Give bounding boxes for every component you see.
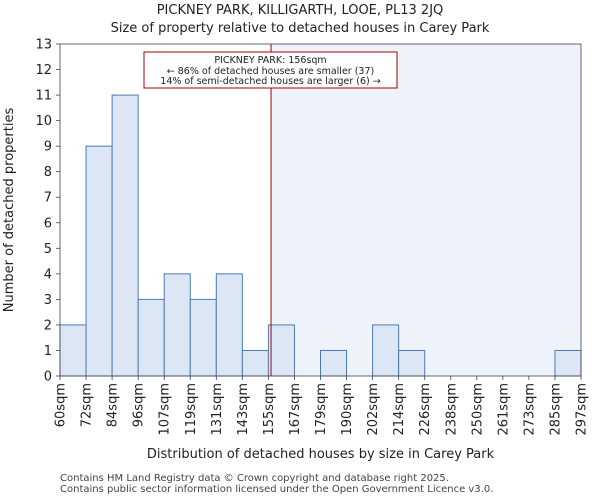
- y-tick-label: 2: [44, 318, 52, 333]
- x-tick-label: 190sqm: [340, 383, 355, 436]
- x-tick-label: 179sqm: [314, 383, 329, 436]
- annotation-line3: 14% of semi-detached houses are larger (…: [160, 76, 380, 87]
- y-tick-label: 4: [44, 267, 52, 282]
- x-tick-label: 297sqm: [575, 383, 590, 436]
- x-tick-label: 72sqm: [80, 383, 95, 427]
- larger-region-shading: [271, 44, 581, 376]
- x-tick-label: 167sqm: [288, 383, 303, 436]
- x-tick-label: 238sqm: [444, 383, 459, 436]
- x-tick-label: 250sqm: [470, 383, 485, 436]
- y-tick-label: 3: [44, 293, 52, 308]
- histogram-bar: [241, 349, 269, 377]
- annotation-border: [143, 51, 398, 89]
- histogram-bar: [85, 145, 113, 377]
- x-tick-label: 119sqm: [184, 383, 199, 436]
- histogram-bar: [267, 324, 295, 377]
- annotation-line1: PICKNEY PARK: 156sqm: [214, 55, 326, 66]
- y-tick-label: 8: [44, 165, 52, 180]
- y-tick-label: 0: [44, 370, 52, 385]
- y-tick-label: 1: [44, 344, 52, 359]
- x-tick-label: 143sqm: [236, 383, 251, 436]
- histogram-bar: [372, 324, 400, 377]
- annotation-line2: ← 86% of detached houses are smaller (37…: [167, 66, 374, 77]
- chart-title-line1: PICKNEY PARK, KILLIGARTH, LOOE, PL13 2JQ: [156, 3, 444, 18]
- x-tick-label: 60sqm: [54, 383, 69, 427]
- x-tick-label: 214sqm: [392, 383, 407, 436]
- histogram-bar: [111, 94, 139, 377]
- x-tick-label: 273sqm: [522, 383, 537, 436]
- histogram-bar: [137, 298, 165, 377]
- x-tick-label: 226sqm: [418, 383, 433, 436]
- footer-licence: Contains public sector information licen…: [60, 484, 494, 495]
- y-tick-label: 13: [35, 38, 52, 53]
- x-tick-label: 96sqm: [132, 383, 147, 427]
- x-tick-label: 107sqm: [158, 383, 173, 436]
- x-axis-label: Distribution of detached houses by size …: [147, 447, 495, 462]
- x-tick-label: 131sqm: [210, 383, 225, 436]
- histogram-bar: [59, 324, 87, 377]
- histogram-bar: [189, 298, 217, 377]
- histogram-bar: [320, 349, 348, 377]
- x-tick-label: 261sqm: [496, 383, 511, 436]
- histogram-bar: [215, 273, 243, 377]
- histogram-bar: [554, 349, 582, 377]
- histogram-bar: [398, 349, 426, 377]
- y-tick-label: 11: [35, 89, 52, 104]
- y-tick-label: 10: [35, 114, 52, 129]
- y-tick-label: 6: [44, 216, 52, 231]
- y-tick-label: 5: [44, 242, 52, 257]
- y-tick-label: 12: [35, 63, 52, 78]
- histogram-bar: [163, 273, 191, 377]
- annotation-box: PICKNEY PARK: 156sqm ← 86% of detached h…: [143, 51, 398, 89]
- y-tick-label: 7: [44, 191, 52, 206]
- x-tick-label: 155sqm: [262, 383, 277, 436]
- footer-copyright: Contains HM Land Registry data © Crown c…: [60, 473, 449, 484]
- x-tick-label: 84sqm: [106, 383, 121, 427]
- x-tick-label: 202sqm: [366, 383, 381, 436]
- y-axis-label: Number of detached properties: [2, 108, 17, 313]
- y-tick-label: 9: [44, 140, 52, 155]
- x-tick-label: 285sqm: [548, 383, 563, 436]
- chart-title-line2: Size of property relative to detached ho…: [110, 21, 490, 36]
